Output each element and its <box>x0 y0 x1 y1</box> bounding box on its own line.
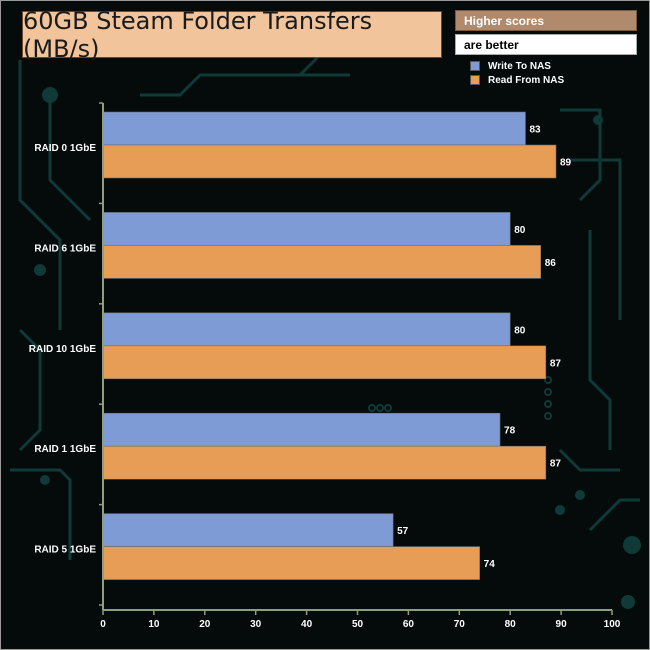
x-tick-label: 0 <box>100 619 106 630</box>
legend-swatch-write <box>470 61 480 71</box>
category-label: RAID 6 1GbE <box>34 243 96 254</box>
bar-read-from-nas <box>102 345 547 380</box>
x-tick-label: 60 <box>403 619 415 630</box>
legend-item-read: Read From NAS <box>470 74 564 86</box>
x-tick-label: 80 <box>505 619 517 630</box>
data-label: 83 <box>529 125 541 136</box>
note-are-better: are better <box>455 34 637 55</box>
data-label: 87 <box>550 459 562 470</box>
x-tick-label: 10 <box>148 619 160 630</box>
bar-read-from-nas <box>102 245 542 279</box>
bar-read-from-nas <box>102 144 557 179</box>
legend-label-read: Read From NAS <box>488 74 565 86</box>
legend-swatch-read <box>470 75 480 85</box>
x-tick-label: 90 <box>556 619 568 630</box>
bar-write-to-nas <box>102 111 526 146</box>
x-tick-label: 30 <box>250 619 262 630</box>
bar-read-from-nas <box>102 445 547 480</box>
data-label: 80 <box>514 225 526 236</box>
bar-write-to-nas <box>102 212 511 246</box>
bar-read-from-nas <box>102 546 480 580</box>
data-label: 87 <box>550 358 562 369</box>
data-label: 78 <box>504 426 516 437</box>
bar-write-to-nas <box>102 513 394 547</box>
data-label: 57 <box>397 526 409 537</box>
legend-item-write: Write To NAS <box>470 60 551 72</box>
category-label: RAID 1 1GbE <box>34 444 96 455</box>
x-tick-label: 50 <box>352 619 364 630</box>
note-higher-scores: Higher scores <box>455 10 637 31</box>
category-label: RAID 0 1GbE <box>34 143 96 154</box>
legend-label-write: Write To NAS <box>488 60 551 72</box>
data-label: 80 <box>514 325 526 336</box>
bar-write-to-nas <box>102 412 501 447</box>
x-tick-label: 70 <box>454 619 466 630</box>
data-label: 89 <box>560 158 572 169</box>
bar-write-to-nas <box>102 312 511 347</box>
x-tick-label: 100 <box>604 619 621 630</box>
chart-title: 60GB Steam Folder Transfers (MB/s) <box>22 7 442 63</box>
category-label: RAID 10 1GbE <box>29 344 97 355</box>
x-tick-label: 20 <box>199 619 211 630</box>
category-label: RAID 5 1GbE <box>34 545 96 556</box>
data-label: 86 <box>545 258 557 269</box>
x-tick-label: 40 <box>301 619 313 630</box>
data-label: 74 <box>484 559 496 570</box>
